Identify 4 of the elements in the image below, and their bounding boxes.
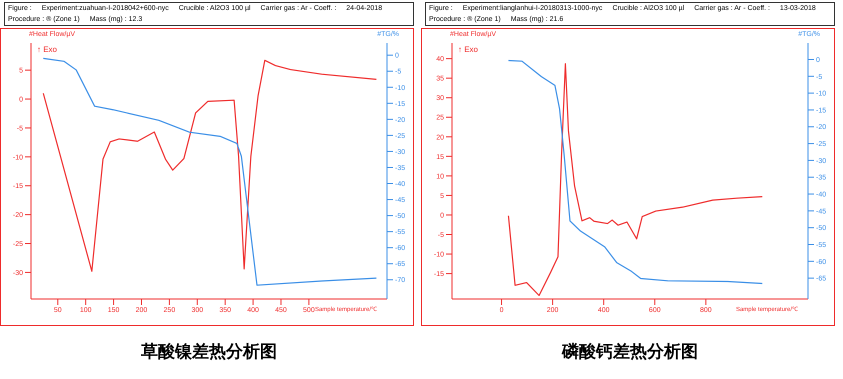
annotation: ↑ Exo: [37, 45, 58, 54]
annotation: ↑ Exo: [458, 45, 478, 54]
text: 磷酸钙差热分析图: [560, 341, 699, 363]
text: 草酸镍差热分析图: [140, 341, 278, 363]
